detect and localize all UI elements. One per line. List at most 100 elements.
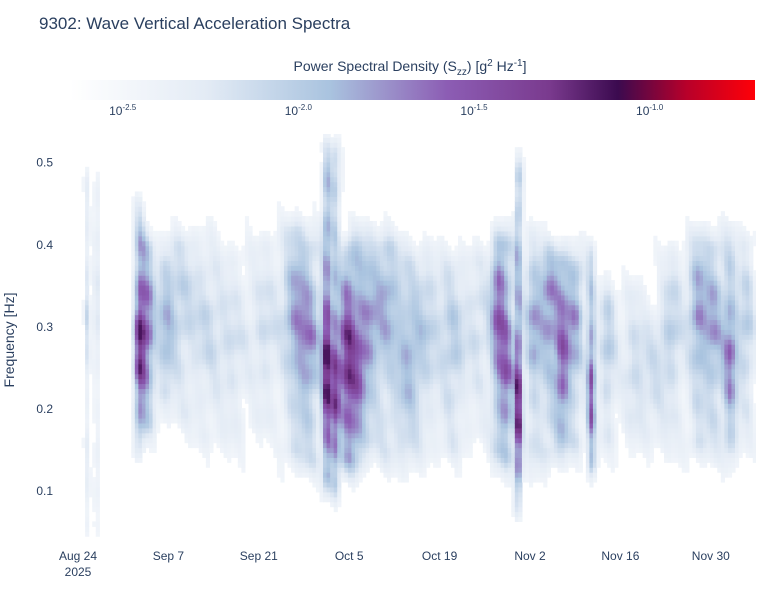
heatmap-cell: [340, 245, 345, 252]
heatmap-cell: [170, 280, 175, 286]
heatmap-cell: [362, 270, 367, 276]
heatmap-cell: [351, 467, 356, 473]
heatmap-cell: [283, 452, 289, 458]
heatmap-cell: [88, 240, 93, 247]
heatmap-cell: [418, 413, 424, 419]
heatmap-cell: [283, 339, 289, 345]
heatmap-cell: [298, 393, 303, 399]
heatmap-cell: [454, 260, 459, 266]
heatmap-cell: [450, 270, 456, 276]
heatmap-cell: [397, 255, 402, 261]
heatmap-cell: [436, 398, 441, 404]
heatmap-cell: [180, 245, 186, 252]
heatmap-cell: [418, 275, 424, 281]
heatmap-cell: [454, 398, 459, 404]
heatmap-cell: [149, 324, 154, 330]
heatmap-cell: [458, 255, 463, 261]
heatmap-cell: [418, 250, 424, 257]
heatmap-cell: [259, 339, 264, 345]
heatmap-cell: [436, 408, 441, 414]
heatmap-cell: [170, 309, 175, 316]
heatmap-cell: [394, 289, 399, 296]
heatmap-cell: [95, 467, 100, 473]
heatmap-cell: [273, 299, 278, 306]
heatmap-cell: [248, 358, 253, 365]
heatmap-cell: [244, 329, 250, 335]
heatmap-cell: [319, 353, 324, 360]
heatmap-cell: [184, 378, 189, 385]
heatmap-cell: [429, 457, 434, 463]
heatmap-cell: [88, 216, 93, 222]
heatmap-cell: [426, 294, 431, 301]
heatmap-cell: [134, 250, 139, 257]
heatmap-cell: [404, 299, 409, 306]
heatmap-cell: [262, 393, 267, 399]
heatmap-cell: [383, 304, 388, 311]
heatmap-cell: [173, 314, 179, 321]
heatmap-cell: [170, 408, 175, 414]
heatmap-cell: [365, 358, 370, 365]
heatmap-cell: [443, 358, 448, 365]
heatmap-cell: [358, 422, 363, 429]
heatmap-cell: [312, 437, 317, 444]
heatmap-cell: [422, 388, 427, 394]
heatmap-cell: [386, 452, 392, 458]
heatmap-cell: [319, 309, 324, 316]
heatmap-cell: [383, 388, 388, 394]
heatmap-cell: [404, 408, 409, 414]
heatmap-cell: [333, 294, 338, 301]
heatmap-cell: [347, 373, 353, 380]
colorbar-tick-label: 10-1.5: [460, 103, 488, 118]
heatmap-cell: [95, 526, 100, 532]
heatmap-cell: [252, 427, 257, 434]
heatmap-cell: [468, 432, 473, 439]
heatmap-cell: [166, 349, 171, 355]
heatmap-cell: [269, 383, 274, 390]
heatmap-cell: [376, 447, 381, 454]
heatmap-cell: [138, 216, 143, 222]
heatmap-cell: [333, 134, 338, 138]
heatmap-cell: [88, 309, 93, 316]
heatmap-cell: [465, 398, 470, 404]
heatmap-cell: [344, 245, 349, 252]
heatmap-cell: [436, 452, 441, 458]
heatmap-cell: [308, 339, 313, 345]
heatmap-cell: [230, 344, 235, 350]
heatmap-cell: [344, 477, 349, 483]
heatmap-cell: [276, 221, 282, 227]
heatmap-cell: [273, 388, 278, 394]
heatmap-cell: [394, 398, 399, 404]
heatmap-cell: [262, 363, 267, 370]
heatmap-cell: [173, 344, 179, 350]
heatmap-cell: [298, 240, 303, 247]
heatmap-cell: [191, 339, 196, 345]
heatmap-cell: [166, 240, 171, 247]
heatmap-cell: [429, 393, 434, 399]
heatmap-cell: [227, 437, 232, 444]
heatmap-cell: [95, 260, 100, 266]
heatmap-cell: [283, 353, 289, 360]
heatmap-cell: [234, 275, 239, 281]
heatmap-cell: [145, 285, 150, 291]
heatmap-cell: [262, 289, 267, 296]
heatmap-cell: [390, 324, 395, 330]
heatmap-cell: [92, 403, 97, 409]
heatmap-cell: [184, 398, 189, 404]
heatmap-cell: [152, 240, 157, 247]
heatmap-cell: [131, 275, 136, 281]
heatmap-cell: [280, 457, 285, 463]
heatmap-cell: [461, 240, 466, 247]
heatmap-cell: [408, 280, 413, 286]
heatmap-cell: [134, 339, 139, 345]
heatmap-cell: [362, 363, 367, 370]
heatmap-cell: [337, 201, 342, 207]
heatmap-cell: [294, 432, 299, 439]
heatmap-cell: [394, 368, 399, 375]
heatmap-cell: [262, 309, 267, 316]
heatmap-cell: [92, 496, 97, 503]
heatmap-cell: [330, 285, 335, 291]
heatmap-cell: [369, 388, 374, 394]
heatmap-cell: [330, 353, 335, 360]
heatmap-cell: [383, 393, 388, 399]
heatmap-cell: [326, 225, 331, 232]
